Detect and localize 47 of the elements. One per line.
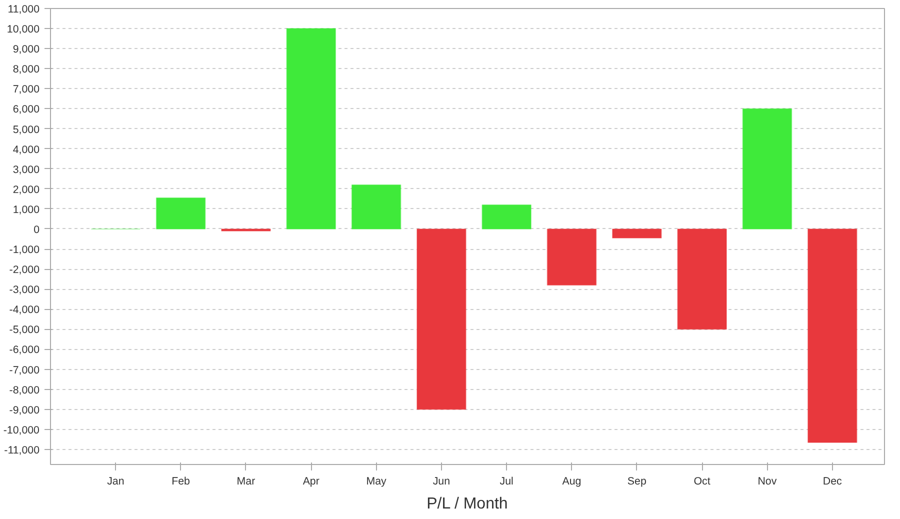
bar (807, 228, 858, 443)
y-tick-label: -7,000 (9, 364, 40, 376)
y-tick-label: 7,000 (12, 84, 40, 96)
x-tick-label: May (366, 476, 388, 488)
y-tick-label: -11,000 (4, 444, 40, 456)
x-tick-label: Aug (562, 476, 582, 488)
bar (612, 228, 662, 239)
y-tick-label: -5,000 (9, 324, 40, 336)
y-tick-label: 6,000 (12, 104, 40, 116)
y-tick-label: 4,000 (12, 144, 40, 156)
x-tick-label: Mar (236, 476, 256, 488)
bar (351, 184, 402, 230)
bar (416, 228, 466, 410)
y-tick-label: -6,000 (9, 344, 40, 356)
y-tick-label: 8,000 (12, 64, 40, 76)
y-tick-label: -10,000 (3, 424, 40, 436)
y-tick-label: 3,000 (12, 164, 40, 176)
y-tick-label: -1,000 (9, 244, 40, 256)
x-tick-label: Nov (758, 476, 778, 488)
x-tick-label: Jun (432, 476, 450, 488)
bar (221, 228, 271, 232)
y-tick-label: 9,000 (12, 44, 40, 56)
x-tick-label: Apr (302, 476, 320, 488)
bar (482, 204, 532, 230)
x-tick-label: Sep (627, 476, 646, 488)
bar (677, 228, 727, 330)
bar (546, 228, 597, 286)
bar (156, 197, 206, 230)
bar (742, 108, 792, 230)
y-tick-label: -3,000 (9, 284, 40, 296)
y-tick-label: 10,000 (6, 24, 40, 36)
y-tick-label: 11,000 (8, 4, 40, 16)
x-tick-label: Dec (822, 476, 843, 488)
x-tick-label: Feb (172, 476, 190, 488)
x-axis-title: P/L / Month (426, 496, 508, 512)
x-tick-label: Oct (694, 476, 710, 488)
y-tick-label: 1,000 (12, 204, 40, 216)
y-tick-label: -9,000 (9, 404, 40, 416)
y-tick-label: -2,000 (9, 264, 40, 276)
y-tick-label: 0 (34, 224, 40, 236)
x-tick-label: Jul (500, 476, 514, 488)
x-tick-label: Jan (107, 476, 124, 488)
bar (286, 28, 336, 230)
y-tick-label: -8,000 (9, 384, 40, 396)
y-tick-label: 5,000 (12, 124, 40, 136)
y-tick-label: -4,000 (9, 304, 40, 316)
y-tick-label: 2,000 (12, 184, 40, 196)
